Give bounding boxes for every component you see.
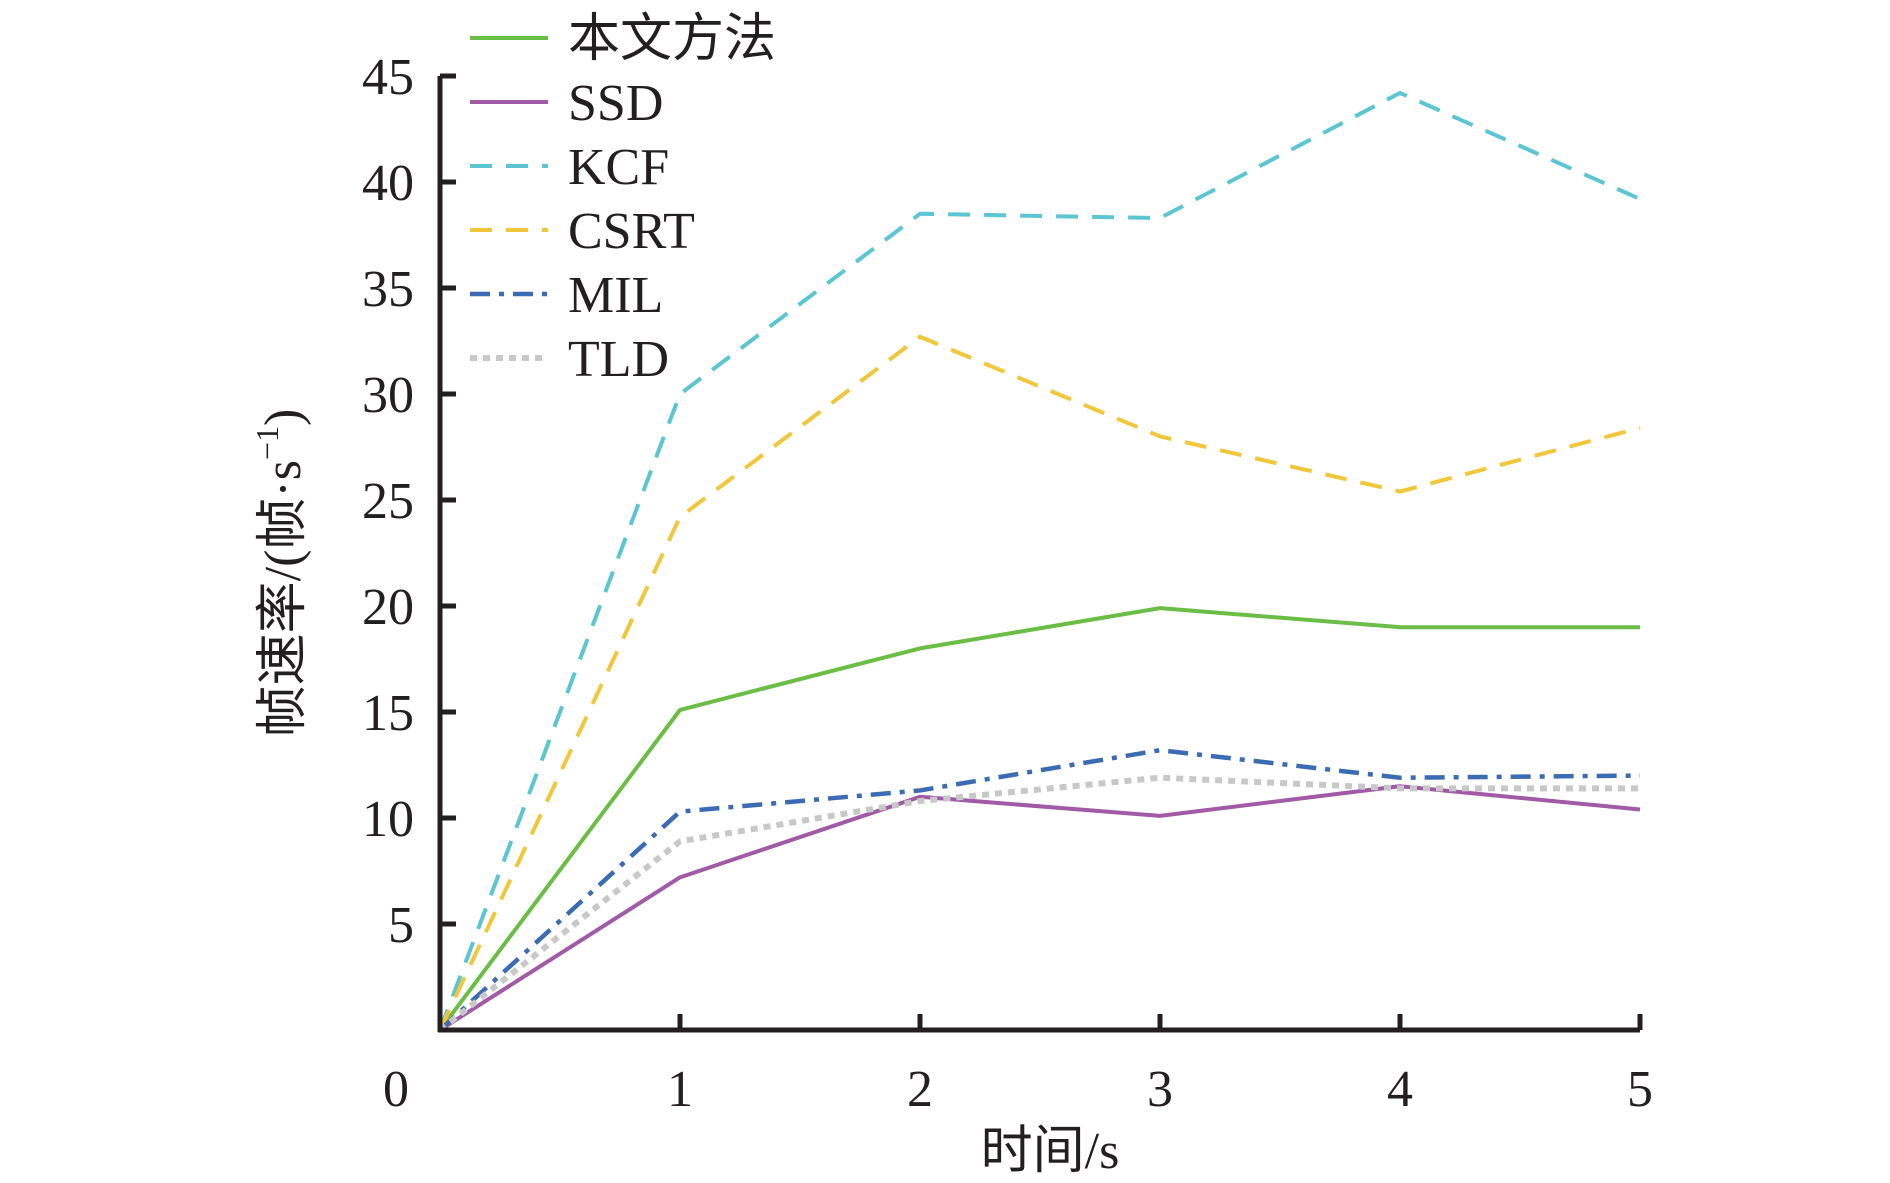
y-tick-label: 35 — [362, 261, 414, 318]
series-layer — [438, 90, 1641, 1033]
legend-label: SSD — [568, 75, 663, 132]
y-tick-label: 10 — [362, 791, 414, 848]
legend: 本文方法 SSD KCF CSRT MIL TLD — [470, 11, 776, 388]
y-tick-label: 40 — [362, 155, 414, 212]
legend-label: KCF — [568, 139, 669, 196]
y-axis-title: 帧速率/(帧·s−1) — [249, 409, 312, 738]
y-tick-label: 20 — [362, 579, 414, 636]
x-tick-label: 5 — [1627, 1061, 1653, 1118]
origin-tick-label: 0 — [383, 1061, 409, 1118]
x-tick-label: 1 — [667, 1061, 693, 1118]
x-tick-label: 2 — [907, 1061, 933, 1118]
series-line-1 — [438, 784, 1641, 1032]
y-tick-label: 25 — [362, 473, 414, 530]
y-tick-label: 45 — [362, 49, 414, 106]
y-axis-title-main: 帧速率/(帧·s — [255, 460, 312, 737]
y-tick-label: 15 — [362, 685, 414, 742]
legend-label: CSRT — [568, 203, 695, 260]
y-axis-title-superscript: −1 — [249, 426, 285, 460]
series-line-5 — [438, 774, 1640, 1033]
y-axis-title-close: ) — [255, 409, 312, 426]
legend-label: MIL — [568, 267, 663, 324]
series-line-2 — [438, 90, 1641, 1031]
legend-label: 本文方法 — [568, 11, 776, 68]
x-tick-label: 4 — [1387, 1061, 1413, 1118]
axes-layer — [437, 76, 1640, 1033]
y-tick-label: 30 — [362, 367, 414, 424]
legend-label: TLD — [568, 331, 669, 388]
x-axis-title: 时间/s — [981, 1123, 1120, 1180]
x-tick-label: 3 — [1147, 1061, 1173, 1118]
y-tick-label: 5 — [388, 897, 414, 954]
series-line-0 — [438, 606, 1640, 1032]
series-line-3 — [438, 334, 1641, 1031]
series-line-4 — [438, 747, 1641, 1032]
